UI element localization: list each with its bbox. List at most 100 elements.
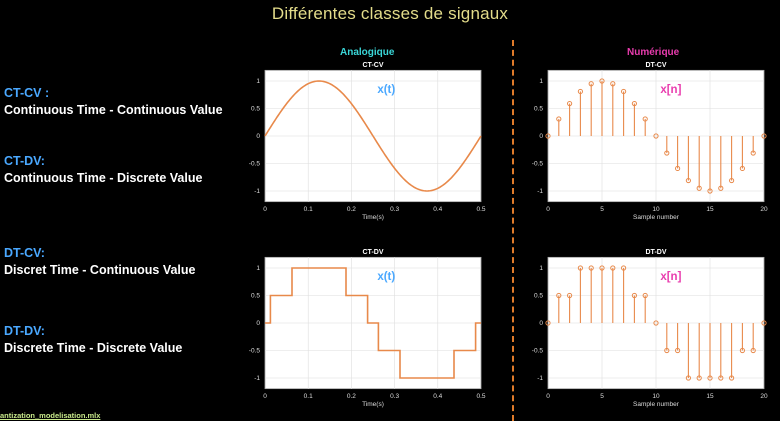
y-tick-label: 0 — [539, 320, 543, 327]
x-tick-label: 10 — [652, 393, 660, 400]
stem-marker — [718, 375, 724, 381]
x-tick-label: 20 — [760, 393, 768, 400]
column-header-analog: Analogique — [340, 47, 395, 58]
x-tick-label: 10 — [652, 206, 660, 213]
stem-marker — [653, 320, 659, 326]
x-tick-label: 0.1 — [304, 393, 313, 400]
stem-marker — [729, 375, 735, 381]
y-tick-label: -1 — [537, 188, 543, 195]
y-tick-label: 0 — [256, 320, 260, 327]
x-tick-label: 0 — [546, 206, 550, 213]
stem-marker — [599, 78, 605, 84]
x-tick-label: 0.5 — [476, 206, 485, 213]
y-tick-label: 0 — [256, 133, 260, 140]
y-tick-label: 0.5 — [534, 293, 543, 300]
y-tick-label: 0.5 — [534, 106, 543, 113]
x-tick-label: 5 — [600, 393, 604, 400]
stem-marker — [739, 165, 745, 172]
stem-marker — [729, 177, 735, 184]
x-tick-label: 0.1 — [304, 206, 313, 213]
y-tick-label: 0.5 — [251, 106, 260, 113]
chart-title: CT-CV — [363, 62, 384, 69]
stem-marker — [621, 265, 627, 271]
x-tick-label: 0 — [263, 206, 267, 213]
x-tick-label: 15 — [706, 393, 714, 400]
y-tick-label: -1 — [254, 188, 260, 195]
stem-marker — [599, 265, 605, 271]
chart-dt-cv: DT-CV 0 5 10 15 20 1 0.5 0 -0.5 -1 Sample number x[n… — [532, 62, 768, 221]
stem-marker — [664, 150, 670, 156]
x-tick-label: 0 — [546, 393, 550, 400]
y-tick-label: -1 — [537, 375, 543, 382]
x-tick-label: 15 — [706, 206, 714, 213]
signal-label: x(t) — [377, 271, 395, 283]
stem-marker — [577, 88, 584, 95]
x-tick-label: 0 — [263, 393, 267, 400]
column-divider — [512, 40, 514, 421]
stem-marker — [588, 81, 594, 87]
stem-marker — [642, 292, 648, 299]
x-axis-label: Time(s) — [362, 401, 384, 408]
stem-marker — [750, 347, 756, 354]
stem-marker — [642, 116, 648, 122]
stem-marker — [577, 265, 584, 271]
x-tick-label: 0.3 — [390, 393, 399, 400]
stem-marker — [653, 133, 659, 139]
class-code: CT-CV : — [4, 86, 50, 100]
x-tick-label: 0.4 — [433, 393, 442, 400]
signal-label: x(t) — [377, 84, 395, 96]
stem-marker — [761, 133, 767, 139]
class-dt-cv: DT-CV: Discret Time - Continuous Value — [4, 245, 195, 279]
class-ct-dv: CT-DV: Continuous Time - Discrete Value — [4, 153, 202, 187]
stem-marker — [685, 177, 691, 184]
y-tick-label: 1 — [256, 78, 260, 85]
class-code: DT-DV: — [4, 324, 45, 338]
stem-marker — [567, 100, 573, 107]
class-code: CT-DV: — [4, 154, 45, 168]
stem-marker — [696, 375, 702, 381]
stem-marker — [675, 347, 681, 354]
stem-marker — [675, 165, 681, 172]
stem-marker — [696, 185, 702, 191]
stem-marker — [567, 292, 573, 299]
y-tick-label: 1 — [539, 265, 543, 272]
chart-title: DT-DV — [646, 249, 667, 256]
x-tick-label: 0.5 — [476, 393, 485, 400]
x-tick-label: 0.3 — [390, 206, 399, 213]
class-description: Continuous Time - Continuous Value — [4, 103, 223, 117]
stem-marker — [761, 320, 767, 326]
x-tick-label: 0.4 — [433, 206, 442, 213]
x-tick-label: 5 — [600, 206, 604, 213]
y-tick-label: -0.5 — [532, 348, 544, 355]
class-description: Continuous Time - Discrete Value — [4, 171, 203, 185]
x-tick-label: 0.2 — [347, 206, 356, 213]
chart-ct-cv: CT-CV 0 0.1 0.2 0.3 0.4 0.5 1 0.5 0 -0.5 -1 Time(s) x… — [249, 62, 486, 221]
stem-marker — [664, 347, 670, 354]
y-tick-label: -0.5 — [249, 348, 261, 355]
y-tick-label: 1 — [539, 78, 543, 85]
x-axis-label: Sample number — [633, 214, 680, 221]
y-tick-label: 0.5 — [251, 293, 260, 300]
signal-label: x[n] — [660, 271, 681, 283]
x-axis-label: Time(s) — [362, 214, 384, 221]
y-tick-label: -0.5 — [532, 161, 544, 168]
y-tick-label: 0 — [539, 133, 543, 140]
stem-marker — [588, 265, 594, 271]
stem-marker — [631, 292, 638, 299]
x-tick-label: 0.2 — [347, 393, 356, 400]
stem-marker — [707, 188, 713, 194]
source-filename: antization_modelisation.mlx — [0, 411, 101, 420]
chart-title: DT-CV — [646, 62, 667, 69]
stem-marker — [621, 88, 627, 95]
stem-marker — [556, 116, 562, 122]
stem-marker — [685, 375, 691, 381]
y-tick-label: -0.5 — [249, 161, 261, 168]
y-tick-label: -1 — [254, 375, 260, 382]
stem-marker — [556, 292, 562, 299]
chart-title: CT-DV — [363, 249, 384, 256]
x-axis-label: Sample number — [633, 401, 680, 408]
y-tick-label: 1 — [256, 265, 260, 272]
stem-marker — [739, 347, 745, 354]
class-dt-dv: DT-DV: Discrete Time - Discrete Value — [4, 323, 182, 357]
class-code: DT-CV: — [4, 246, 45, 260]
